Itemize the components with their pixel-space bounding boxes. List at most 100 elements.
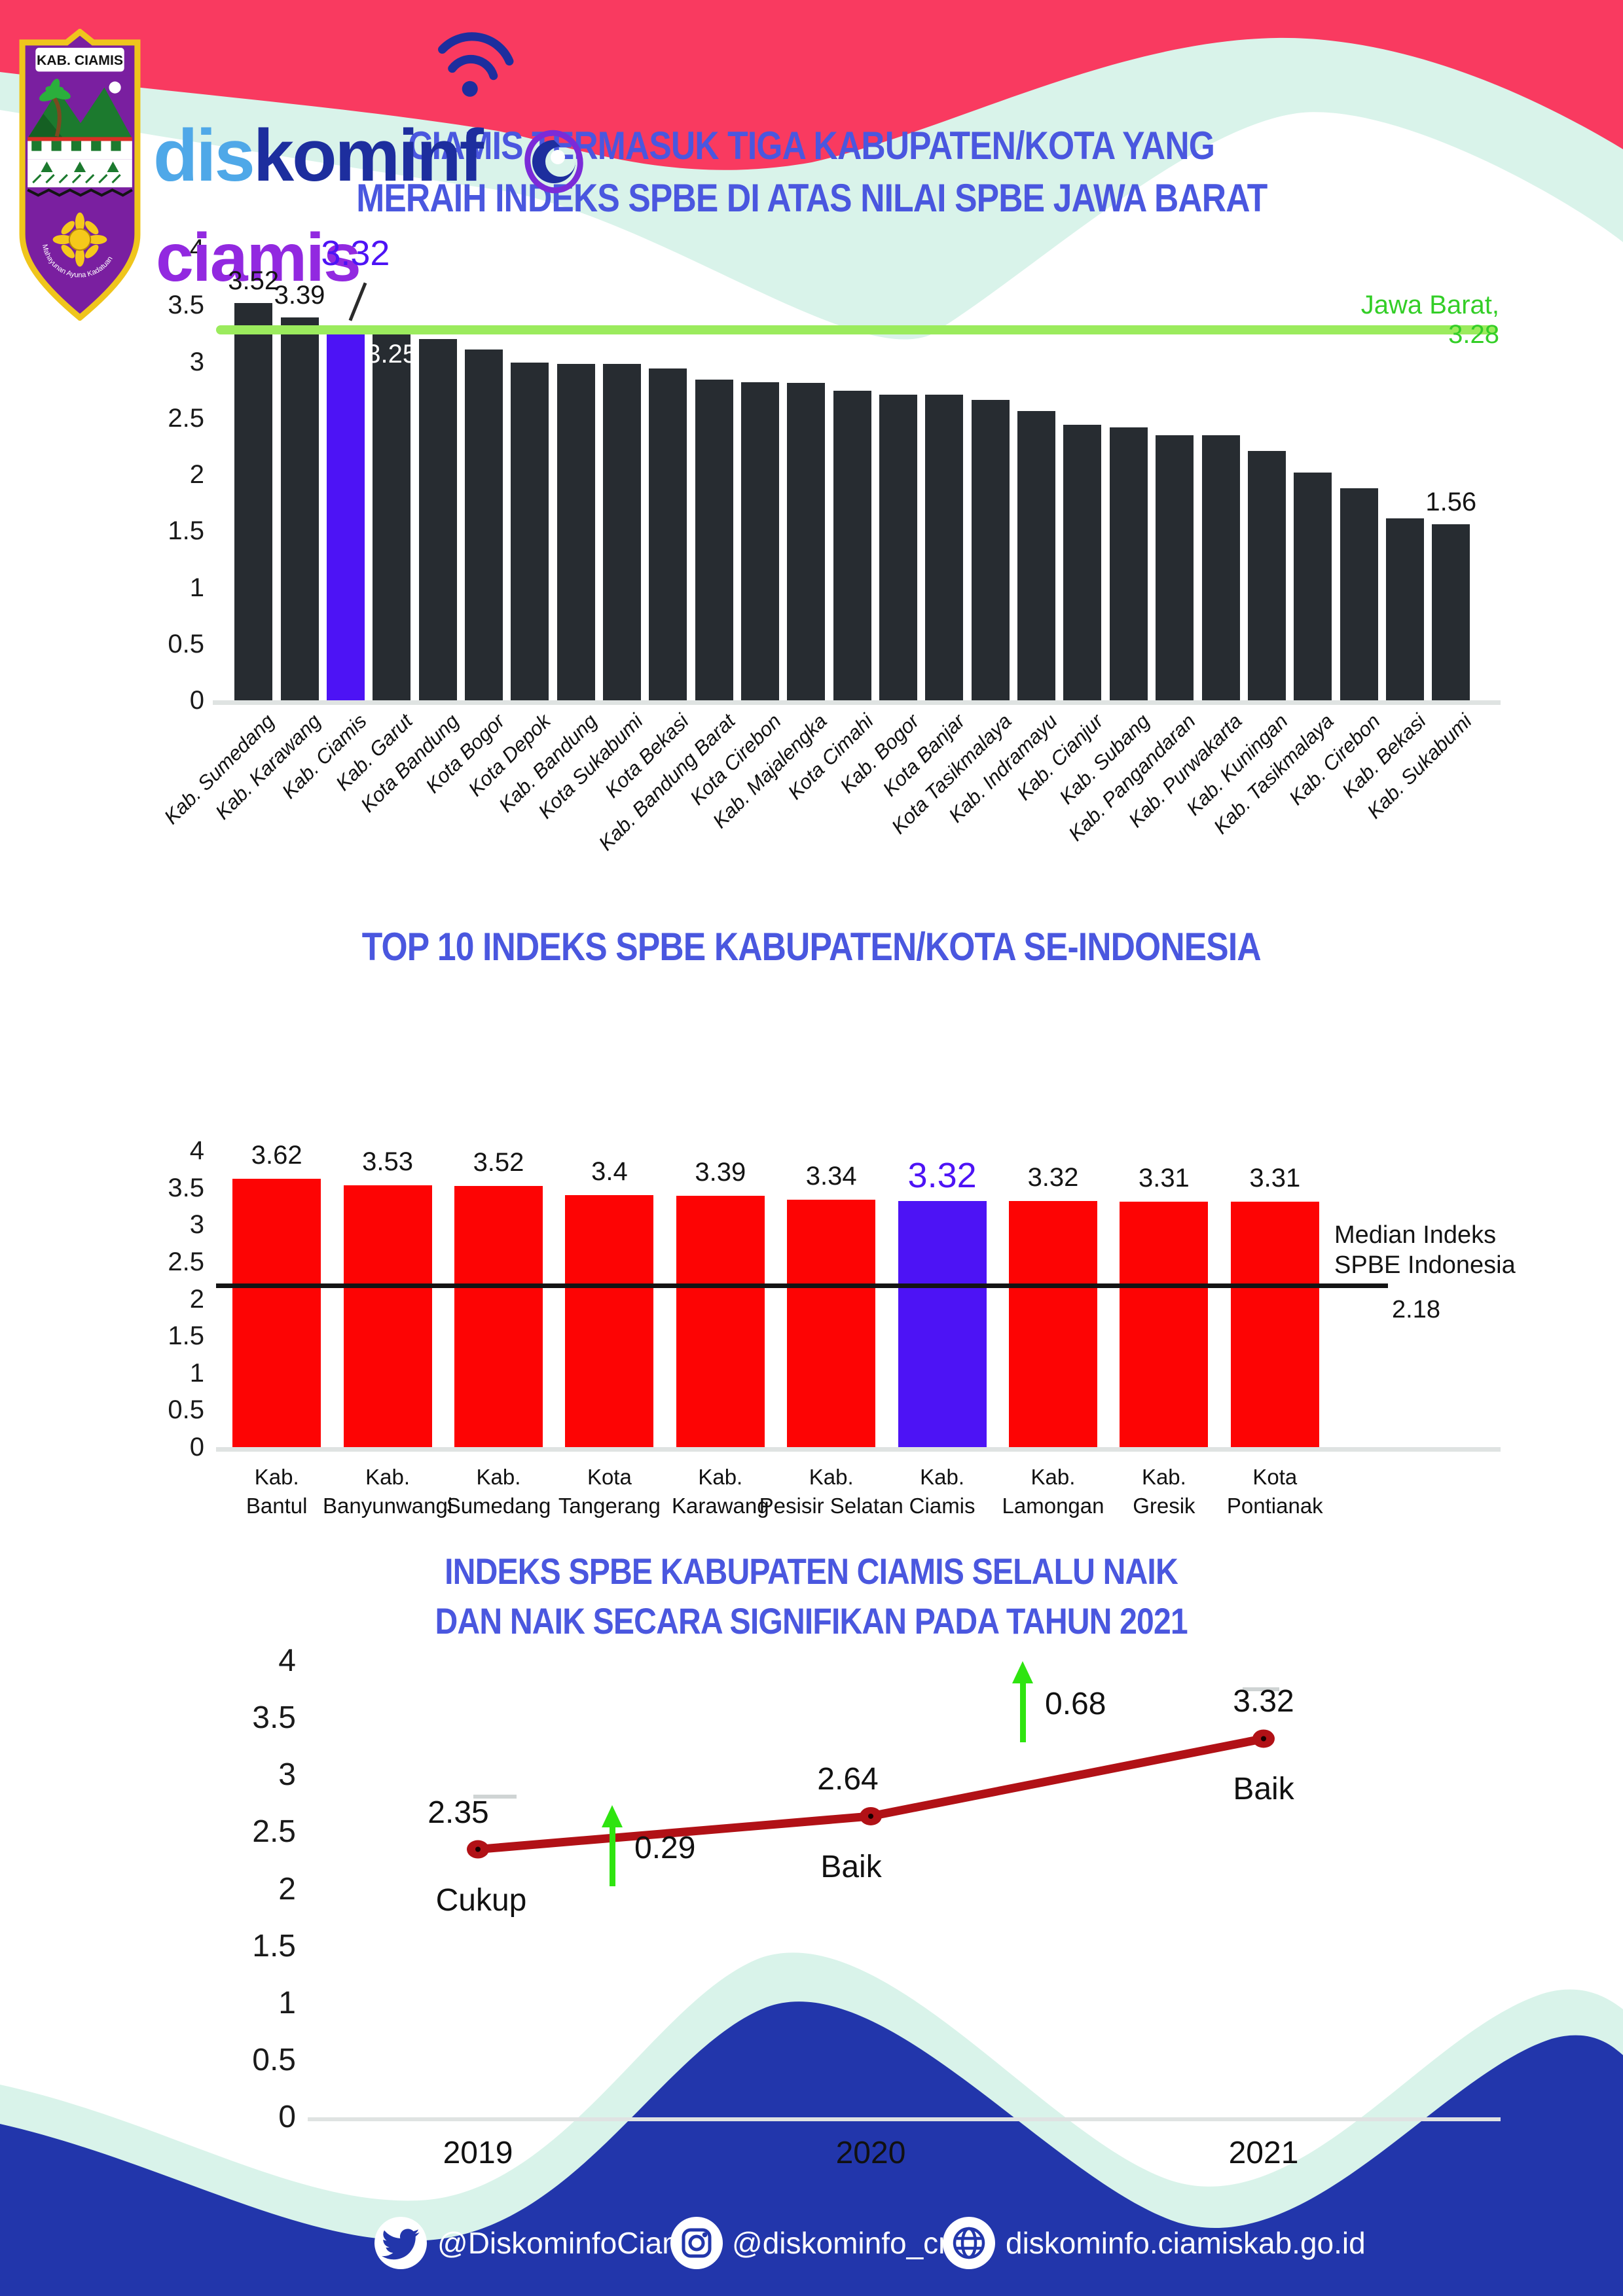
chart2-bar-kab-pesisir-selatan: [787, 1199, 876, 1447]
chart3-increase-arrow-shaft: [610, 1826, 615, 1886]
chart2-bar-kota-tangerang: [565, 1194, 654, 1447]
chart1-ytick-3-5: 3.5: [168, 291, 204, 320]
chart2-value-label: 3.4: [591, 1157, 628, 1186]
chart2-xlabel-line2: Sumedang: [446, 1494, 551, 1518]
chart3-ytick-2-5: 2.5: [252, 1814, 296, 1850]
website-url: diskominfo.ciamiskab.go.id: [1006, 2226, 1366, 2260]
chart2-ytick-3-5: 3.5: [168, 1173, 204, 1202]
chart3-ytick-1: 1: [278, 1985, 296, 2020]
chart2-xlabel-line1: Kab.: [698, 1465, 743, 1489]
chart2-bar-kab-banyunwangi: [343, 1185, 432, 1447]
chart1-bar-kab-majalengka: [787, 383, 826, 700]
chart2-xlabel-line1: Kota: [1252, 1465, 1298, 1489]
shield-flower: [52, 212, 107, 267]
chart2-xlabel-line2: Pontianak: [1226, 1494, 1323, 1518]
chart2-value-label: 3.53: [362, 1147, 414, 1177]
chart3-ytick-0-5: 0.5: [252, 2042, 296, 2077]
chart1-title-line2: MERAIH INDEKS SPBE DI ATAS NILAI SPBE JA…: [356, 176, 1267, 220]
chart3-point-note: Cukup: [435, 1882, 527, 1918]
wifi-signal-icon: [438, 32, 514, 97]
chart1-bar-kab-bandung: [556, 363, 595, 700]
chart1-value-label: 3.39: [274, 281, 325, 310]
chart1-bar-kota-cimahi: [833, 391, 871, 700]
chart1-bar-kab-garut: [373, 333, 411, 700]
chart2-bar-kab-gresik: [1120, 1202, 1209, 1447]
chart1-bar-kab-indramayu: [1017, 411, 1056, 700]
chart1-bar-kab-purwakarta: [1201, 435, 1240, 700]
chart2-ytick-2: 2: [189, 1284, 204, 1314]
chart2-value-label: 3.32: [1027, 1163, 1079, 1192]
chart1-ytick-0-5: 0.5: [168, 629, 204, 658]
chart2-xlabel-line1: Kab.: [476, 1465, 521, 1489]
chart3-increase-label: 0.68: [1045, 1687, 1106, 1721]
chart3-dash-artifact: [1243, 1687, 1279, 1691]
chart3-ytick-1-5: 1.5: [252, 1928, 296, 1964]
chart1-bar-kab-bandung-barat: [695, 380, 733, 700]
chart1-bar-kab-subang: [1109, 427, 1148, 700]
chart1-bar-kab-sumedang: [234, 302, 273, 700]
chart3-point-value-label: 3.32: [1233, 1684, 1294, 1719]
chart2-xlabel-line2: Banyunwangi: [323, 1494, 453, 1518]
wordmark-ciamis: ciamis: [156, 220, 361, 296]
chart2-value-label: 3.34: [805, 1161, 857, 1191]
chart1-bar-kota-bekasi: [649, 368, 687, 700]
chart2-axis-line: [216, 1447, 1501, 1452]
chart3-xlabel-2021: 2021: [1228, 2136, 1299, 2170]
diskominfo-wordmark: diskominf: [153, 119, 484, 192]
chart1-bar-kab-bogor: [879, 394, 918, 700]
chart3-xlabel-2019: 2019: [443, 2136, 513, 2170]
chart3-data-point: [467, 1840, 489, 1859]
chart1-value-label: 3.25: [366, 340, 418, 369]
chart2-ytick-3: 3: [189, 1210, 204, 1240]
chart2-bar-kab-bantul: [232, 1179, 321, 1447]
chart2-bar-kab-karawang: [676, 1196, 765, 1447]
chart2-xlabel-line2: Ciamis: [909, 1494, 976, 1518]
chart2-ytick-2-5: 2.5: [168, 1247, 204, 1276]
chart1-bar-kab-ciamis: [326, 325, 365, 700]
chart1-bar-kab-karawang: [280, 317, 319, 700]
kab-ciamis-shield-logo: KAB. CIAMIS: [19, 29, 141, 321]
chart3-data-point: [860, 1806, 882, 1825]
chart3-point-value-label: 2.64: [817, 1761, 879, 1797]
chart1-bar-kota-tasikmalaya: [971, 400, 1010, 700]
chart2-median-label-line1: Median Indeks: [1334, 1221, 1497, 1249]
chart2-xlabel-line2: Gresik: [1133, 1494, 1195, 1518]
chart1-bar-kab-cirebon: [1340, 488, 1378, 700]
chart1-ytick-0: 0: [189, 686, 204, 715]
top-wave-pink: [0, 0, 1623, 170]
chart2-median-value-label: 2.18: [1392, 1296, 1440, 1323]
chart1-bar-kota-bandung: [418, 339, 457, 700]
chart2-median-label-line2: SPBE Indonesia: [1334, 1251, 1516, 1279]
instagram-handle: @diskominfo_cms: [732, 2226, 979, 2260]
chart2-value-label: 3.31: [1138, 1164, 1190, 1193]
chart1-ytick-3: 3: [189, 347, 204, 376]
chart2-value-label: 3.39: [695, 1158, 746, 1187]
chart1-ytick-2: 2: [189, 460, 204, 489]
chart1-bar-kab-cianjur: [1063, 425, 1102, 700]
wordmark-dis: dis: [153, 115, 255, 196]
twitter-handle: @DiskominfoCiam1: [437, 2226, 704, 2260]
wordmark-kominf: kominf: [253, 115, 484, 196]
chart2-xlabel-line1: Kab.: [809, 1465, 854, 1489]
chart3-point-note: Baik: [820, 1849, 882, 1884]
chart2-ytick-0: 0: [189, 1433, 204, 1462]
chart2-xlabel-line2: Lamongan: [1002, 1494, 1104, 1518]
chart1-ref-line: [216, 325, 1498, 335]
kominfo-swirl-icon: [524, 130, 583, 194]
chart2-xlabel-line1: Kab.: [1030, 1465, 1076, 1489]
chart2-bar-kab-ciamis: [898, 1201, 987, 1447]
chart2-ytick-1: 1: [189, 1358, 204, 1388]
chart3-ytick-3-5: 3.5: [252, 1700, 296, 1736]
top-wave-decoration: [0, 0, 1623, 340]
chart3-ytick-3: 3: [278, 1757, 296, 1793]
chart2-xlabel-line2: Bantul: [246, 1494, 308, 1518]
chart2-title: TOP 10 INDEKS SPBE KABUPATEN/KOTA SE-IND…: [362, 925, 1262, 969]
chart3-increase-label: 0.29: [634, 1831, 696, 1865]
chart2-bar-kab-lamongan: [1009, 1201, 1097, 1447]
bottom-wave-decoration: [0, 1952, 1623, 2296]
chart3-point-value-label: 2.35: [428, 1795, 489, 1830]
chart2-xlabel-line2: Pesisir Selatan: [759, 1494, 903, 1518]
chart1-ref-line-label: Jawa Barat, 3.28: [1360, 291, 1499, 349]
twitter-icon: [374, 2217, 427, 2269]
